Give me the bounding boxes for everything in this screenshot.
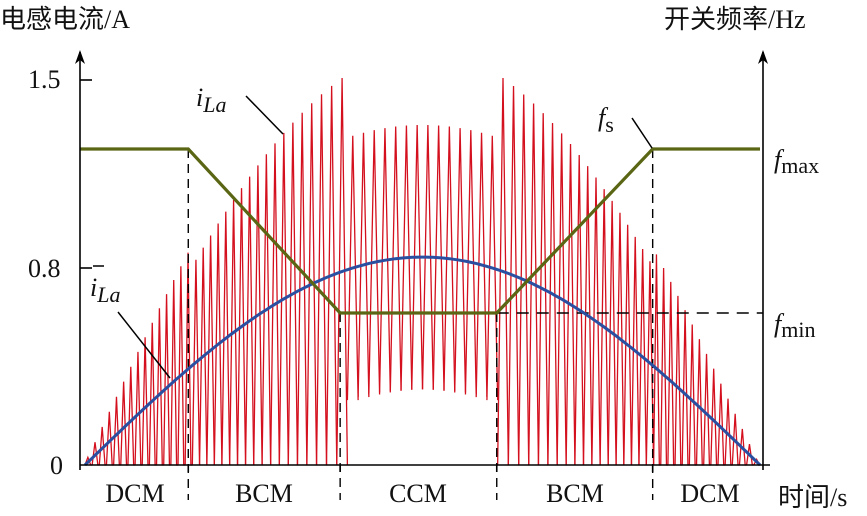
i-la-cycle-59 — [607, 200, 617, 466]
i-la-cycle-9 — [148, 322, 157, 466]
i-la-cycle-56 — [582, 166, 593, 466]
mode-label-dcm-left: DCM — [105, 479, 164, 508]
i-la-cycle-68 — [674, 295, 683, 466]
i-la-cycle-37 — [389, 126, 402, 391]
i-la-cycle-44 — [464, 130, 477, 395]
i-la-cycle-26 — [278, 132, 289, 466]
i-la-cycle-17 — [206, 235, 215, 466]
y-tick-label-0: 0 — [50, 451, 63, 480]
i-la-cycle-21 — [236, 188, 247, 466]
i-la-cycle-38 — [400, 125, 413, 390]
mode-label-bcm-right: BCM — [546, 479, 604, 508]
i-la-cycle-65 — [652, 254, 661, 466]
i-la-cycle-39 — [411, 124, 424, 390]
i-la-cycle-60 — [615, 212, 625, 466]
i-la-cycle-55 — [574, 154, 585, 466]
i-la-cycle-11 — [163, 294, 171, 466]
i-la-cycle-32 — [336, 77, 349, 466]
i-la-cycle-23 — [253, 165, 263, 466]
i-la-cycle-18 — [213, 223, 223, 466]
i-la-cycle-70 — [688, 324, 697, 466]
i-la-cycle-48 — [507, 85, 520, 466]
fmin-label: fmin — [774, 309, 815, 342]
i-la-cycle-34 — [357, 132, 370, 398]
i-la-cycle-50 — [528, 103, 540, 466]
mode-label-bcm-left: BCM — [235, 479, 293, 508]
i-la-cycle-27 — [287, 122, 299, 466]
i-la-cycle-66 — [660, 267, 668, 466]
i-la-cycle-30 — [315, 94, 328, 466]
left-axis-label: 电感电流/A — [0, 5, 130, 34]
i-la-cycle-10 — [155, 308, 164, 466]
i-la-cycle-13 — [177, 266, 186, 466]
i-la-cycle-6 — [127, 366, 136, 466]
fmax-label: fmax — [774, 145, 819, 178]
i-la-cycle-49 — [518, 94, 530, 466]
i-la-cycle-8 — [141, 337, 150, 466]
i-la-cycle-58 — [599, 189, 609, 466]
mode-label-dcm-right: DCM — [680, 479, 739, 508]
i-la-cycle-42 — [443, 126, 456, 391]
mode-boundary-guides — [187, 149, 763, 500]
i-la-cycle-45 — [475, 132, 488, 398]
y-tick-label-1.5: 1.5 — [28, 65, 61, 94]
switching-frequency-curve — [80, 147, 760, 315]
avg-i-la-line — [83, 255, 762, 467]
avg-i-la-label: iLa — [90, 273, 120, 307]
i-la-cycle-12 — [170, 280, 179, 466]
i-la-cycle-63 — [638, 249, 647, 466]
fs-label: fs — [598, 103, 614, 137]
i-la-cycle-61 — [623, 224, 633, 466]
i-la-cycle-47 — [497, 78, 510, 466]
i-la-cycle-40 — [421, 124, 434, 390]
i-la-cycle-53 — [556, 133, 567, 466]
fs-line — [80, 147, 760, 315]
i-la-cycle-22 — [244, 176, 255, 466]
i-la-cycle-57 — [591, 177, 601, 466]
i-la-cycle-24 — [261, 154, 272, 466]
i-la-cycle-7 — [134, 351, 143, 466]
i-la-cycle-43 — [454, 128, 467, 393]
i-la-cycle-72 — [703, 353, 711, 466]
i-la-cycle-36 — [378, 128, 391, 393]
avg-i-la-leader — [117, 311, 171, 379]
i-la-label: iLa — [196, 83, 226, 117]
i-la-cycle-31 — [325, 85, 338, 466]
i-la-cycle-52 — [547, 123, 558, 466]
inductor-current-waveform — [84, 77, 761, 466]
i-la-cycle-71 — [695, 339, 704, 466]
i-la-cycle-29 — [306, 103, 318, 466]
mode-label-ccm: CCM — [389, 479, 447, 508]
x-axis-label: 时间/s — [778, 483, 847, 512]
i-la-cycle-62 — [630, 236, 640, 466]
i-la-cycle-25 — [269, 143, 281, 466]
i-la-cycle-15 — [191, 259, 201, 466]
y-tick-label-0.8: 0.8 — [28, 254, 61, 283]
average-current-curve — [83, 255, 762, 467]
i-la-cycle-28 — [296, 112, 308, 466]
i-la-cycle-19 — [221, 211, 231, 466]
i-la-cycle-69 — [681, 310, 690, 466]
fs-leader — [631, 117, 653, 149]
right-axis-label: 开关频率/Hz — [664, 5, 806, 34]
i-la-cycle-67 — [667, 281, 676, 466]
i-la-cycle-51 — [537, 113, 549, 466]
i-la-cycle-54 — [565, 144, 576, 466]
i-la-cycle-41 — [432, 125, 445, 390]
i-la-cycle-16 — [198, 247, 208, 466]
i-la-leader — [245, 95, 284, 135]
i-la-cycle-35 — [368, 130, 381, 395]
